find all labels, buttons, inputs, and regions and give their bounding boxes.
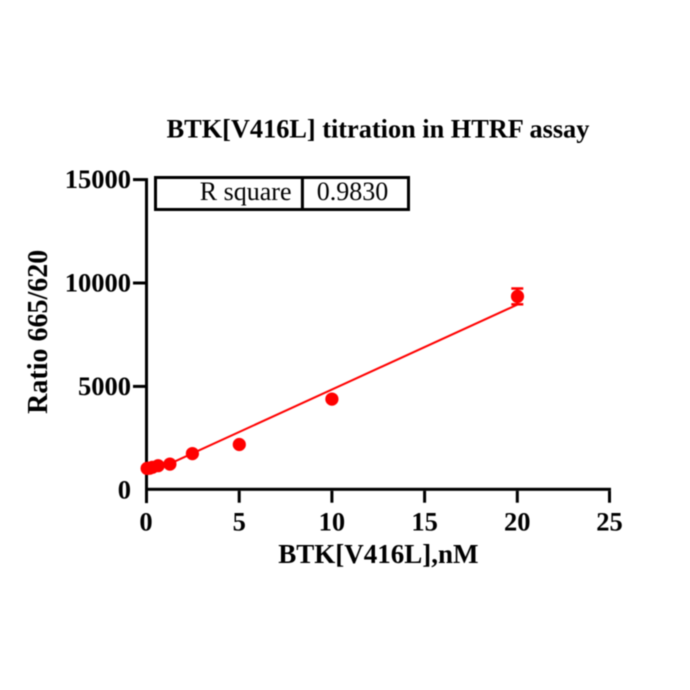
svg-text:10000: 10000 (65, 268, 131, 298)
svg-text:0: 0 (118, 474, 131, 504)
svg-text:5: 5 (233, 506, 246, 536)
svg-text:0.9830: 0.9830 (317, 177, 389, 206)
svg-text:15: 15 (411, 506, 438, 536)
svg-text:0: 0 (139, 506, 152, 536)
svg-text:BTK[V416L] titration in HTRF a: BTK[V416L] titration in HTRF assay (167, 115, 590, 144)
svg-text:BTK[V416L],nM: BTK[V416L],nM (278, 539, 478, 569)
svg-text:5000: 5000 (78, 371, 131, 401)
svg-text:20: 20 (504, 506, 531, 536)
svg-text:10: 10 (319, 506, 346, 536)
svg-text:R square: R square (200, 177, 292, 206)
svg-text:Ratio 665/620: Ratio 665/620 (23, 250, 54, 414)
svg-text:15000: 15000 (65, 164, 131, 194)
svg-text:25: 25 (596, 506, 623, 536)
